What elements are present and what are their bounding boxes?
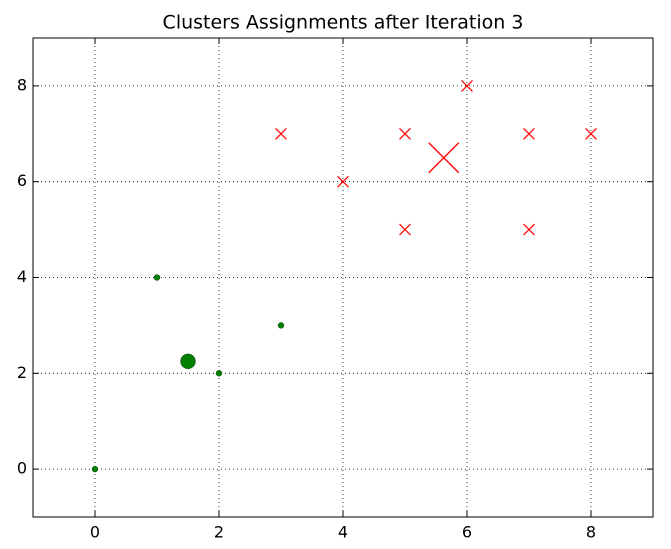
x-tick-label: 8	[586, 523, 596, 542]
point	[275, 127, 287, 140]
point	[91, 465, 99, 473]
x-tick-label: 0	[90, 523, 100, 542]
point	[215, 370, 223, 377]
point	[461, 79, 473, 92]
y-tick-label: 8	[17, 75, 27, 94]
y-tick-label: 2	[17, 363, 27, 382]
x-tick-label: 6	[462, 523, 472, 542]
point	[180, 353, 196, 369]
y-tick-label: 4	[17, 267, 27, 286]
y-tick-label: 6	[17, 171, 27, 190]
chart-title: Clusters Assignments after Iteration 3	[163, 12, 524, 34]
y-tick-label: 0	[17, 459, 27, 478]
point	[277, 322, 285, 329]
x-tick-label: 4	[338, 523, 348, 542]
point	[585, 127, 597, 140]
point	[399, 223, 411, 236]
x-tick-label: 2	[214, 523, 224, 542]
point	[153, 274, 161, 281]
point	[399, 127, 411, 140]
point	[523, 127, 535, 140]
point	[337, 175, 349, 188]
point	[428, 142, 460, 174]
plot-frame	[32, 37, 654, 518]
point	[523, 223, 535, 236]
